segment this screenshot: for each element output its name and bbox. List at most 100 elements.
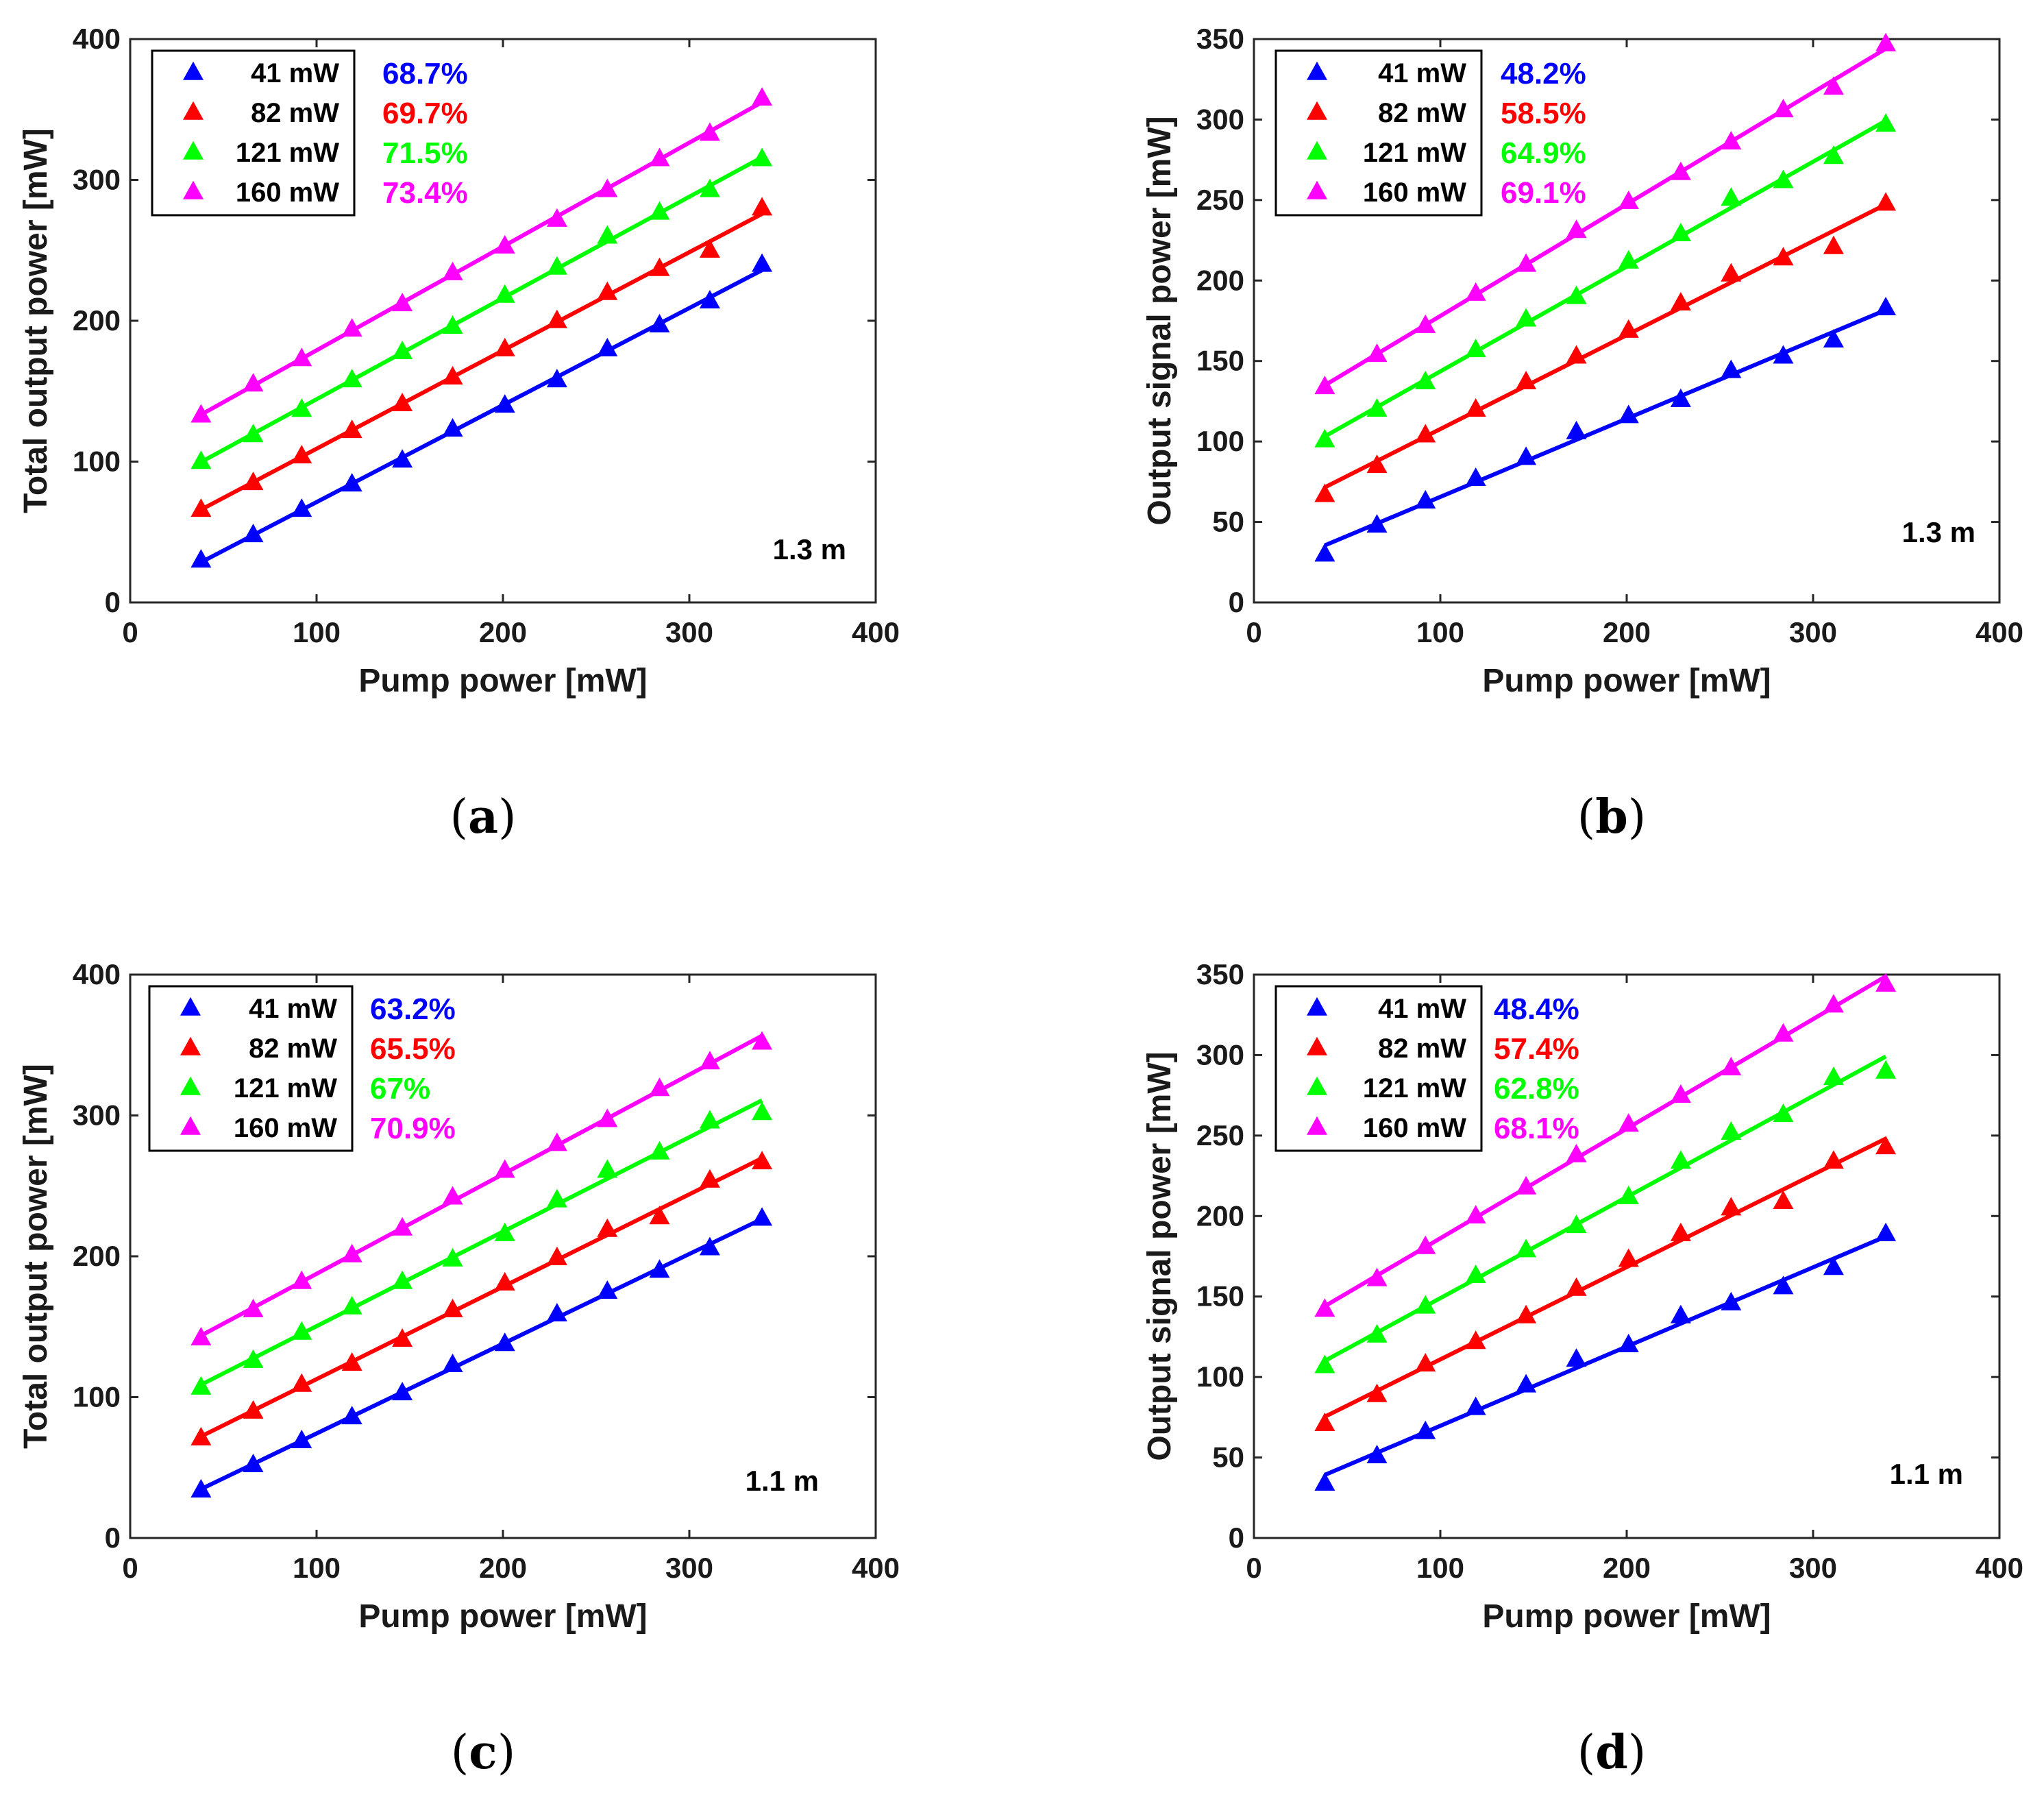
panel-caption: (d) xyxy=(1577,1725,1647,1780)
data-point xyxy=(190,1326,212,1345)
data-point xyxy=(1773,1190,1794,1209)
data-point xyxy=(1773,169,1794,188)
x-tick-label: 0 xyxy=(122,616,138,648)
data-point xyxy=(1670,161,1691,180)
y-axis-label: Output signal power [mW] xyxy=(1142,1051,1178,1461)
data-point xyxy=(699,1051,720,1070)
data-point xyxy=(1823,1150,1844,1169)
chart-panel-c: 0 100 200 300 400 0 100 200 300 400 Pump power [mW… xyxy=(18,958,900,1780)
data-point xyxy=(597,337,618,356)
y-tick-label: 200 xyxy=(1196,1199,1244,1232)
data-point xyxy=(1366,454,1388,474)
data-point xyxy=(546,1188,567,1208)
series-160-mw xyxy=(1314,32,1897,395)
y-tick-label: 50 xyxy=(1212,1441,1244,1474)
data-point xyxy=(291,398,312,417)
data-point xyxy=(1516,1175,1537,1195)
legend-marker xyxy=(1307,101,1327,120)
y-axis-label: Output signal power [mW] xyxy=(1142,116,1178,525)
y-axis-label: Total output power [mW] xyxy=(18,1064,54,1449)
data-point xyxy=(1415,1353,1436,1372)
data-point xyxy=(1465,339,1486,358)
legend-marker xyxy=(1307,1036,1327,1055)
data-point xyxy=(341,419,362,439)
y-tick-label: 0 xyxy=(105,1522,121,1554)
data-point xyxy=(442,1247,463,1267)
data-point xyxy=(1314,1472,1335,1491)
data-point xyxy=(1773,247,1794,266)
data-point xyxy=(1875,1222,1897,1241)
data-point xyxy=(1618,1333,1639,1352)
data-point xyxy=(1566,420,1587,439)
x-axis-label: Pump power [mW] xyxy=(1482,663,1771,699)
data-point xyxy=(1823,994,1844,1013)
data-point xyxy=(494,1222,515,1241)
legend-marker xyxy=(1307,180,1327,199)
data-point xyxy=(752,253,773,272)
data-point xyxy=(1721,1121,1742,1140)
x-axis-label: Pump power [mW] xyxy=(358,663,647,699)
data-point xyxy=(1773,1023,1794,1042)
data-point xyxy=(1314,376,1335,395)
data-point xyxy=(597,1218,618,1237)
data-point xyxy=(1314,1413,1335,1432)
panel-caption-letter: b xyxy=(1595,790,1628,844)
legend-label: 41 mW xyxy=(251,58,339,88)
data-point xyxy=(341,369,362,388)
x-tick-label: 200 xyxy=(479,616,527,648)
panel-caption-letter: d xyxy=(1595,1725,1628,1780)
data-point xyxy=(494,394,515,413)
x-tick-label: 200 xyxy=(1603,616,1651,648)
y-tick-label: 250 xyxy=(1196,1119,1244,1151)
data-point xyxy=(442,366,463,384)
series-41-mw xyxy=(190,253,773,568)
data-point xyxy=(699,290,720,309)
data-point xyxy=(1721,262,1742,282)
legend-label: 160 mW xyxy=(236,178,339,208)
data-point xyxy=(546,369,567,388)
data-point xyxy=(752,147,773,167)
data-point xyxy=(1314,1354,1335,1373)
data-point xyxy=(442,261,463,280)
data-point xyxy=(1566,1214,1587,1234)
data-point xyxy=(442,418,463,437)
data-point xyxy=(1366,398,1388,417)
legend-marker xyxy=(180,1076,201,1095)
data-point xyxy=(392,293,413,312)
panel-caption-letter: a xyxy=(468,790,498,844)
y-tick-label: 200 xyxy=(73,304,121,337)
data-point xyxy=(1823,1066,1844,1086)
data-point xyxy=(243,424,264,443)
x-tick-label: 400 xyxy=(1975,616,2023,648)
data-point xyxy=(1618,249,1639,269)
data-point xyxy=(1875,1136,1897,1155)
series-82-mw xyxy=(190,197,773,517)
data-point xyxy=(546,208,567,227)
data-point xyxy=(649,147,670,167)
data-point xyxy=(752,87,773,106)
data-point xyxy=(190,404,212,423)
x-tick-label: 300 xyxy=(1789,616,1837,648)
x-tick-label: 0 xyxy=(122,1552,138,1584)
data-point xyxy=(699,239,720,258)
fiber-length-annotation: 1.3 m xyxy=(1902,516,1975,548)
data-point xyxy=(243,472,264,491)
data-point xyxy=(1314,483,1335,502)
y-tick-label: 400 xyxy=(73,958,121,990)
data-point xyxy=(291,498,312,517)
data-point xyxy=(546,309,567,328)
data-point xyxy=(442,1298,463,1317)
data-point xyxy=(597,225,618,244)
data-point xyxy=(546,256,567,275)
data-point xyxy=(392,449,413,468)
y-tick-label: 300 xyxy=(73,1099,121,1132)
data-point xyxy=(1566,345,1587,364)
data-point xyxy=(190,498,212,517)
panel-caption-letter: c xyxy=(469,1725,497,1780)
x-axis-label: Pump power [mW] xyxy=(1482,1598,1771,1635)
legend-label: 160 mW xyxy=(1363,178,1466,208)
data-point xyxy=(1516,1304,1537,1323)
legend-label: 121 mW xyxy=(1363,1073,1466,1103)
efficiency-label: 48.2% xyxy=(1501,57,1586,90)
data-point xyxy=(1566,1348,1587,1367)
